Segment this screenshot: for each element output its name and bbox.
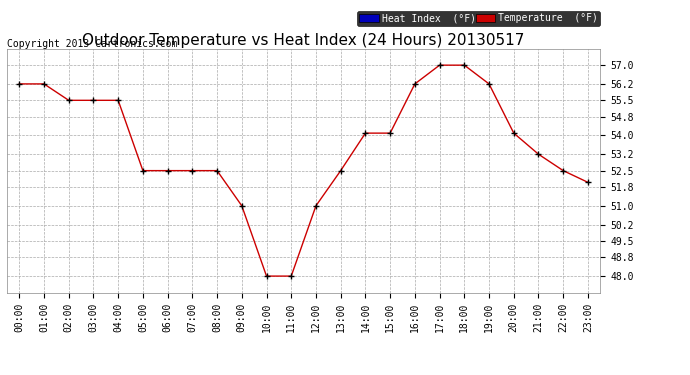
Legend: Heat Index  (°F), Temperature  (°F): Heat Index (°F), Temperature (°F) (357, 11, 600, 26)
Text: Copyright 2013 Cartronics.com: Copyright 2013 Cartronics.com (7, 39, 177, 50)
Title: Outdoor Temperature vs Heat Index (24 Hours) 20130517: Outdoor Temperature vs Heat Index (24 Ho… (82, 33, 525, 48)
